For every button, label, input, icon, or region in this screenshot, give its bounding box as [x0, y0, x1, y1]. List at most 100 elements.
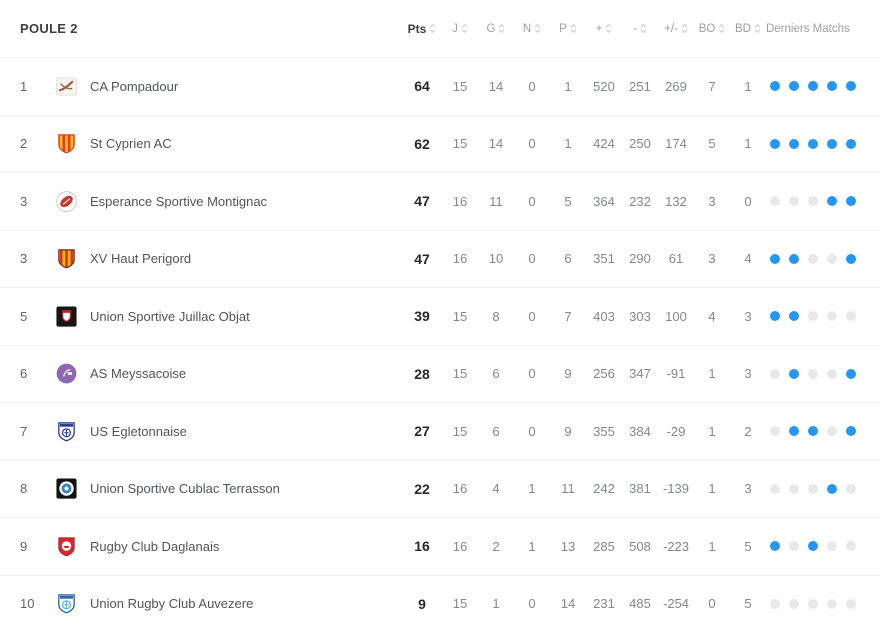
table-row[interactable]: 3 Esperance Sportive Montignac 47 16 11 0 5 364… [0, 172, 880, 230]
stat-pts: 22 [414, 480, 430, 497]
stat-diff: -254 [662, 596, 690, 612]
stat-j: 15 [452, 78, 468, 94]
match-dot[interactable] [827, 541, 837, 552]
column-header-n[interactable]: N [514, 23, 550, 35]
team-logo [46, 305, 90, 328]
match-dot[interactable] [789, 311, 799, 322]
column-label: BO [698, 22, 716, 35]
match-dot[interactable] [770, 253, 780, 264]
match-dot[interactable] [789, 253, 799, 264]
match-dot[interactable] [789, 598, 799, 609]
table-row[interactable]: 5 Union Sportive Juillac Objat 39 15 8 0 7 403 3… [0, 287, 880, 345]
match-dot[interactable] [846, 138, 856, 149]
match-dot[interactable] [770, 311, 780, 322]
match-dot[interactable] [846, 196, 856, 207]
match-dot[interactable] [770, 426, 780, 437]
team-logo [46, 362, 90, 385]
match-dot[interactable] [770, 81, 780, 92]
match-dot[interactable] [827, 483, 837, 494]
match-dot[interactable] [808, 138, 818, 149]
match-dot[interactable] [827, 426, 837, 437]
match-dot[interactable] [827, 368, 837, 379]
stat-bd: 0 [744, 193, 752, 209]
match-dot[interactable] [789, 426, 799, 437]
stat-n: 1 [528, 481, 536, 497]
match-dot[interactable] [846, 483, 856, 494]
match-dot[interactable] [789, 483, 799, 494]
column-header-bo[interactable]: BO [694, 23, 730, 35]
rank-cell: 1 [20, 78, 28, 94]
column-header-points-against[interactable]: - [622, 23, 658, 35]
table-row[interactable]: 8 Union Sportive Cublac Terrasson 22 16 4 1 11… [0, 459, 880, 517]
match-dot[interactable] [770, 598, 780, 609]
column-header-diff[interactable]: +/- [658, 23, 694, 35]
column-header-bd[interactable]: BD [730, 23, 766, 35]
stat-points-for: 256 [593, 366, 615, 382]
match-dot[interactable] [789, 368, 799, 379]
match-dot[interactable] [770, 196, 780, 207]
stat-points-for: 242 [593, 481, 615, 497]
column-header-g[interactable]: G [478, 23, 514, 35]
match-dot[interactable] [808, 368, 818, 379]
match-dot[interactable] [789, 138, 799, 149]
match-dot[interactable] [846, 541, 856, 552]
sort-icon [461, 23, 468, 34]
match-dot[interactable] [846, 426, 856, 437]
stat-bo: 3 [708, 251, 716, 267]
match-dot[interactable] [808, 311, 818, 322]
team-name: Esperance Sportive Montignac [90, 193, 268, 209]
table-row[interactable]: 7 US Egletonnaise 27 15 6 0 9 355 384 -29 1 2 [0, 402, 880, 460]
match-dot[interactable] [808, 541, 818, 552]
stat-diff: -29 [666, 423, 686, 439]
sort-icon [681, 23, 688, 34]
table-row[interactable]: 1 CA Pompadour 64 15 14 0 1 520 251 269 7 1 [0, 57, 880, 115]
match-dot[interactable] [827, 253, 837, 264]
match-dot[interactable] [808, 196, 818, 207]
stat-j: 15 [452, 136, 468, 152]
match-dot[interactable] [827, 598, 837, 609]
column-label: P [559, 22, 567, 35]
stat-g: 4 [492, 481, 500, 497]
column-header-points-for[interactable]: + [586, 23, 622, 35]
stat-bd: 5 [744, 538, 752, 554]
stat-points-against: 485 [629, 596, 651, 612]
match-dot[interactable] [789, 541, 799, 552]
column-header-j[interactable]: J [442, 23, 478, 35]
match-dot[interactable] [827, 81, 837, 92]
table-row[interactable]: 6 AS Meyssacoise 28 15 6 0 9 256 347 -91 1 3 [0, 344, 880, 402]
match-dot[interactable] [808, 81, 818, 92]
table-row[interactable]: 9 Rugby Club Daglanais 16 16 2 1 13 285 508 -223 1… [0, 517, 880, 575]
column-header-pts[interactable]: Pts [402, 22, 442, 36]
stat-diff: 132 [665, 193, 687, 209]
match-dot[interactable] [789, 196, 799, 207]
stat-diff: -223 [662, 538, 690, 554]
column-header-p[interactable]: P [550, 23, 586, 35]
match-dot[interactable] [846, 81, 856, 92]
match-dot[interactable] [808, 598, 818, 609]
rank-cell: 2 [20, 136, 28, 152]
match-dot[interactable] [827, 196, 837, 207]
stat-bo: 1 [708, 538, 716, 554]
match-dot[interactable] [808, 426, 818, 437]
match-dot[interactable] [770, 138, 780, 149]
table-row[interactable]: 3 XV Haut Perigord 47 16 10 0 6 351 290 61 3 4 [0, 229, 880, 287]
match-dot[interactable] [846, 311, 856, 322]
stat-n: 0 [528, 193, 536, 209]
match-dot[interactable] [770, 368, 780, 379]
team-name: Union Rugby Club Auvezere [90, 596, 254, 612]
match-dot[interactable] [846, 253, 856, 264]
match-dot[interactable] [827, 311, 837, 322]
match-dot[interactable] [808, 483, 818, 494]
stat-points-against: 290 [629, 251, 651, 267]
match-dot[interactable] [808, 253, 818, 264]
match-dot[interactable] [827, 138, 837, 149]
table-row[interactable]: 10 Union Rugby Club Auvezere 9 15 1 0 14 231 485… [0, 574, 880, 632]
match-dot[interactable] [846, 598, 856, 609]
table-body: 1 CA Pompadour 64 15 14 0 1 520 251 269 7 1 2 St Cypr… [0, 57, 880, 632]
match-dot[interactable] [846, 368, 856, 379]
match-dot[interactable] [770, 483, 780, 494]
match-dot[interactable] [789, 81, 799, 92]
team-logo [46, 592, 90, 615]
table-row[interactable]: 2 St Cyprien AC 62 15 14 0 1 424 250 174 5 1 [0, 114, 880, 172]
match-dot[interactable] [770, 541, 780, 552]
